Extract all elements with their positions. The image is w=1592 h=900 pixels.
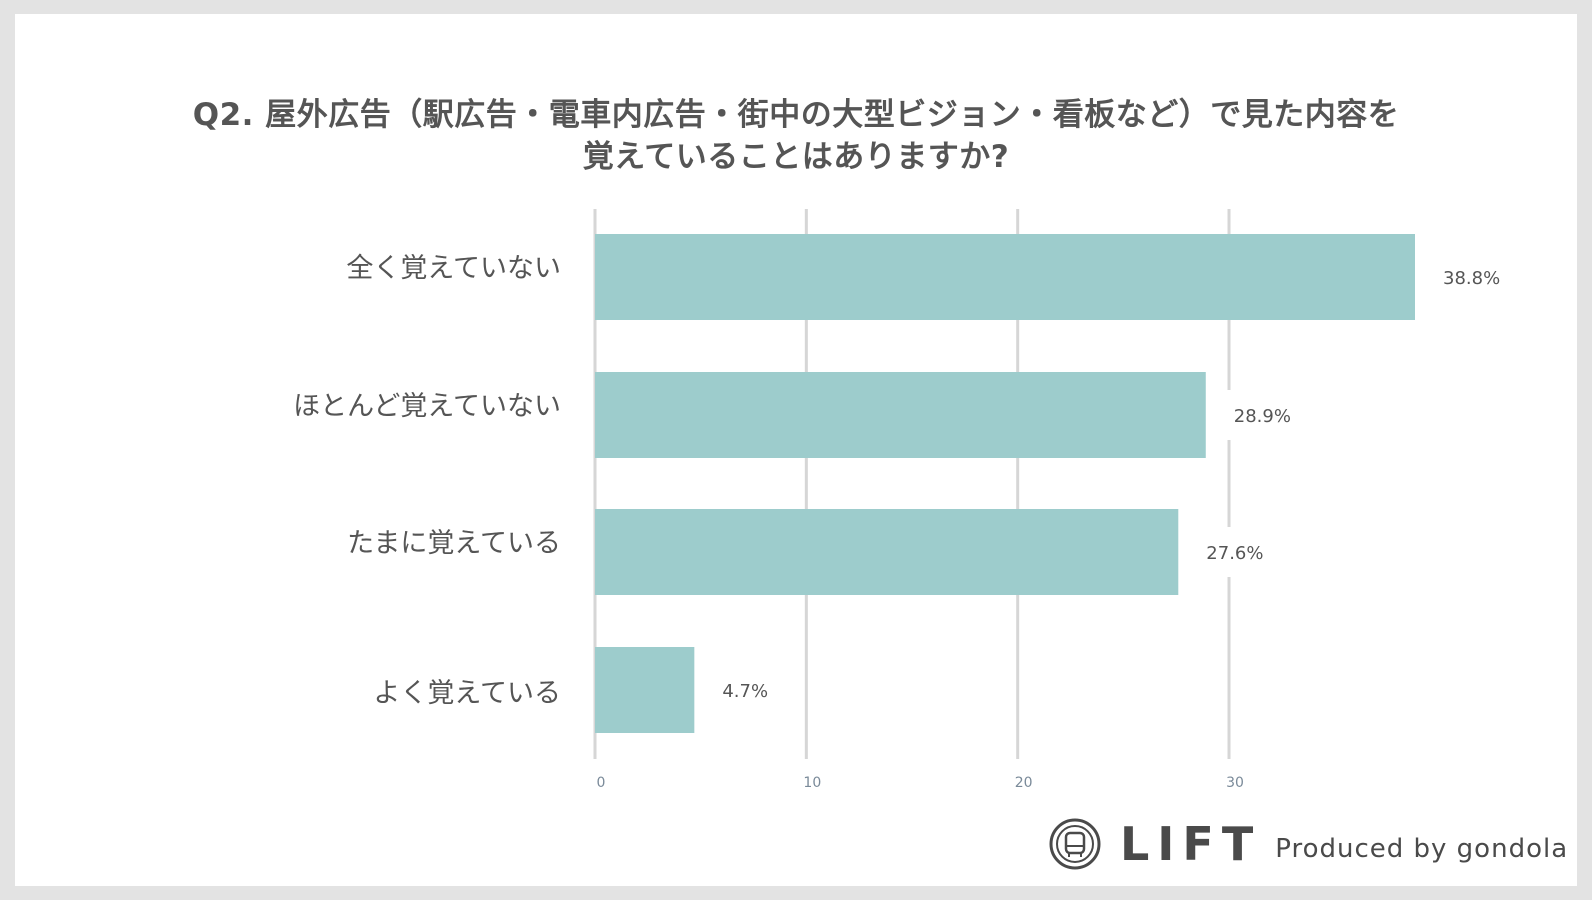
bar-1: [595, 234, 1415, 320]
data-label-1: 38.8%: [1443, 268, 1500, 289]
chart-title: Q2. 屋外広告（駅広告・電車内広告・街中の大型ビジョン・看板など）で見た内容を…: [15, 94, 1577, 178]
x-tick-label-0: 0: [597, 775, 606, 791]
data-label-bg: [1423, 252, 1513, 302]
data-label-bg: [1186, 527, 1277, 577]
category-label-4: よく覚えている: [373, 678, 561, 709]
category-label-3: たまに覚えている: [347, 528, 561, 559]
x-tick-label-20: 20: [1015, 775, 1033, 791]
category-label-1: 全く覚えていない: [346, 253, 561, 284]
chart-title-line-2: 覚えていることはありますか?: [582, 139, 1010, 175]
lift-logo-icon: [1049, 818, 1101, 870]
data-label-bg: [702, 665, 793, 715]
bar-2: [595, 372, 1206, 458]
lift-logo-tagline: Produced by gondola: [1275, 834, 1569, 864]
lift-logo: LIFT Produced by gondola: [1048, 814, 1568, 874]
data-label-bg: [1213, 390, 1304, 440]
data-label-2: 28.9%: [1234, 406, 1291, 427]
lift-logo-text: LIFT: [1120, 817, 1262, 871]
bar-chart: 0 10 20 30 38.8% 全く覚えていない 28.9% ほとんど覚えていない 27.6%…: [293, 209, 1513, 791]
chart-card: Q2. 屋外広告（駅広告・電車内広告・街中の大型ビジョン・看板など）で見た内容を…: [15, 14, 1577, 886]
category-label-2: ほとんど覚えていない: [293, 391, 561, 422]
data-label-3: 27.6%: [1206, 543, 1263, 564]
data-label-4: 4.7%: [722, 681, 768, 702]
x-tick-label-10: 10: [803, 775, 821, 791]
bar-4: [595, 647, 695, 733]
bar-3: [595, 509, 1179, 595]
chart-title-line-1: Q2. 屋外広告（駅広告・電車内広告・街中の大型ビジョン・看板など）で見た内容を: [192, 97, 1400, 133]
x-tick-label-30: 30: [1226, 775, 1244, 791]
